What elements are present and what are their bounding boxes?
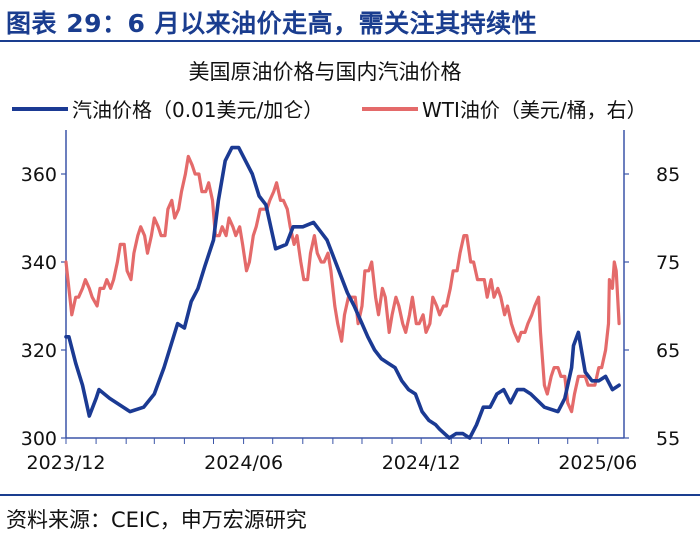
y-right-tick-label: 65: [656, 340, 680, 362]
footer-rule: [0, 494, 700, 496]
x-tick-label: 2024/12: [382, 452, 461, 474]
y-right-tick-label: 75: [656, 252, 680, 274]
y-left-tick-label: 300: [21, 428, 57, 450]
legend-label-gasoline: 汽油价格（0.01美元/加仑）: [72, 98, 323, 122]
series-line-gasoline: [64, 145, 621, 440]
y-left-tick-label: 320: [21, 340, 57, 362]
figure-title: 图表 29：6 月以来油价走高，需关注其持续性: [6, 9, 538, 38]
x-tick-label: 2024/06: [204, 452, 283, 474]
legend: 汽油价格（0.01美元/加仑） WTI油价（美元/桶，右）: [12, 98, 647, 122]
series-line-wti: [64, 154, 621, 414]
source-note: 资料来源：CEIC，申万宏源研究: [6, 508, 307, 532]
y-left-tick-label: 360: [21, 164, 57, 186]
x-tick-label: 2023/12: [27, 452, 106, 474]
title-rule: [0, 40, 700, 42]
x-tick-label: 2025/06: [558, 452, 637, 474]
chart-title: 美国原油价格与国内汽油价格: [189, 60, 462, 84]
y-right-tick-label: 85: [656, 164, 680, 186]
y-left-tick-label: 340: [21, 252, 57, 274]
y-right-tick-label: 55: [656, 428, 680, 450]
legend-label-wti: WTI油价（美元/桶，右）: [422, 98, 647, 122]
